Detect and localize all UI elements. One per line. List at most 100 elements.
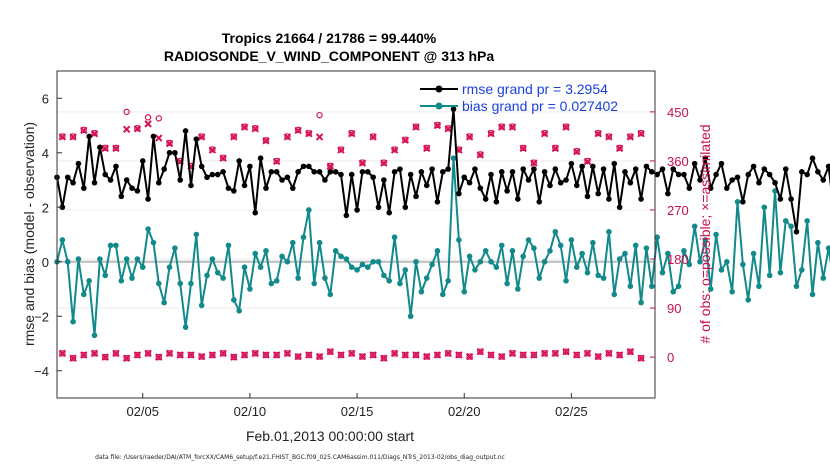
bias-point	[413, 258, 419, 265]
rmse-point	[123, 177, 130, 183]
obs-possible-marker	[466, 353, 473, 360]
y2-tick-label: 180	[667, 252, 689, 267]
obs-possible-marker	[616, 144, 623, 152]
bias-point	[809, 291, 816, 298]
rmse-point	[279, 177, 285, 183]
obs-assimilated-marker	[519, 144, 527, 153]
bias-point	[220, 275, 226, 281]
obs-assimilated-marker	[208, 351, 217, 359]
obs-possible-marker	[134, 351, 141, 359]
bias-point	[423, 275, 430, 281]
obs-possible-marker	[327, 162, 334, 170]
rmse-point	[102, 171, 109, 178]
obs-possible-marker	[262, 351, 270, 359]
rmse-point	[648, 169, 655, 175]
bias-point	[64, 258, 71, 265]
obs-assimilated-marker	[58, 133, 67, 141]
bias-point	[697, 258, 703, 265]
bias-point	[579, 250, 585, 257]
obs-possible-marker	[59, 350, 66, 357]
obs-assimilated-marker	[498, 123, 506, 131]
obs-assimilated-marker	[390, 349, 399, 358]
rmse-point	[659, 166, 666, 172]
obs-assimilated-marker	[519, 351, 527, 359]
obs-possible-marker	[69, 133, 77, 140]
rmse-point	[627, 179, 634, 186]
obs-assimilated-marker	[626, 133, 635, 141]
obs-possible-marker	[487, 351, 495, 359]
obs-assimilated-marker	[498, 352, 506, 361]
rmse-point	[129, 185, 135, 191]
obs-assimilated-marker	[326, 347, 334, 356]
bias-point	[97, 256, 103, 262]
rmse-point	[445, 166, 451, 172]
rmse-point	[793, 228, 800, 235]
obs-assimilated-marker	[197, 133, 206, 141]
bias-point	[359, 261, 366, 268]
bias-point	[225, 242, 232, 249]
bias-point	[107, 242, 114, 249]
rmse-point	[799, 169, 805, 175]
bias-point	[573, 264, 580, 271]
bias-point	[713, 231, 719, 238]
obs-assimilated-marker	[219, 349, 227, 358]
bias-point	[193, 231, 200, 238]
obs-assimilated-marker	[122, 125, 131, 134]
obs-possible-marker	[198, 353, 205, 360]
bias-point	[782, 218, 789, 224]
y2-tick-label: 0	[667, 350, 674, 365]
obs-possible-marker	[466, 133, 473, 140]
bias-point	[825, 245, 830, 251]
obs-assimilated-marker	[283, 133, 292, 141]
rmse-point	[729, 177, 735, 183]
obs-assimilated-marker	[133, 351, 142, 359]
obs-assimilated-marker	[165, 139, 174, 148]
obs-assimilated-marker	[562, 123, 570, 131]
bias-point	[525, 237, 532, 243]
obs-assimilated-marker	[112, 144, 120, 153]
obs-assimilated-marker	[58, 349, 67, 358]
rmse-point	[231, 188, 237, 194]
bias-point	[482, 248, 489, 254]
obs-assimilated-marker	[444, 125, 452, 133]
rmse-point	[809, 155, 816, 161]
rmse-point	[531, 166, 537, 172]
obs-possible-marker	[595, 129, 602, 137]
rmse-point	[70, 179, 76, 186]
obs-assimilated-marker	[487, 351, 495, 359]
obs-assimilated-marker	[144, 349, 152, 358]
legend-bias-marker	[435, 102, 443, 110]
obs-possible-marker	[91, 129, 98, 137]
rmse-point	[788, 196, 794, 202]
bias-point	[295, 275, 301, 281]
obs-assimilated-marker	[530, 351, 538, 359]
y-tick-label: 0	[42, 255, 49, 270]
obs-assimilated-marker	[583, 157, 592, 166]
bias-point	[172, 245, 178, 251]
obs-possible-marker	[305, 129, 313, 137]
obs-possible-marker	[316, 353, 323, 360]
obs-possible-marker	[273, 157, 280, 165]
obs-assimilated-marker	[80, 351, 88, 359]
bias-point	[632, 242, 639, 249]
obs-possible-marker	[487, 129, 495, 137]
obs-possible-marker	[198, 133, 205, 140]
bias-point	[300, 234, 307, 241]
obs-assimilated-marker	[583, 349, 592, 358]
bias-point	[322, 275, 328, 281]
obs-possible-marker	[155, 353, 163, 361]
obs-possible-marker	[573, 147, 580, 155]
obs-assimilated-marker	[358, 159, 367, 167]
rmse-point	[386, 209, 393, 216]
bias-point	[595, 272, 602, 279]
bias-point	[113, 242, 119, 249]
obs-possible-marker	[605, 133, 613, 140]
obs-assimilated-marker	[133, 125, 142, 133]
obs-possible-marker	[209, 351, 216, 359]
rmse-point	[772, 179, 778, 186]
rmse-point	[434, 199, 441, 205]
rmse-point	[675, 171, 682, 178]
chart-subtitle: RADIOSONDE_V_WIND_COMPONENT @ 313 hPa	[164, 48, 494, 64]
obs-assimilated-marker	[283, 349, 292, 358]
obs-assimilated-marker	[465, 352, 474, 361]
